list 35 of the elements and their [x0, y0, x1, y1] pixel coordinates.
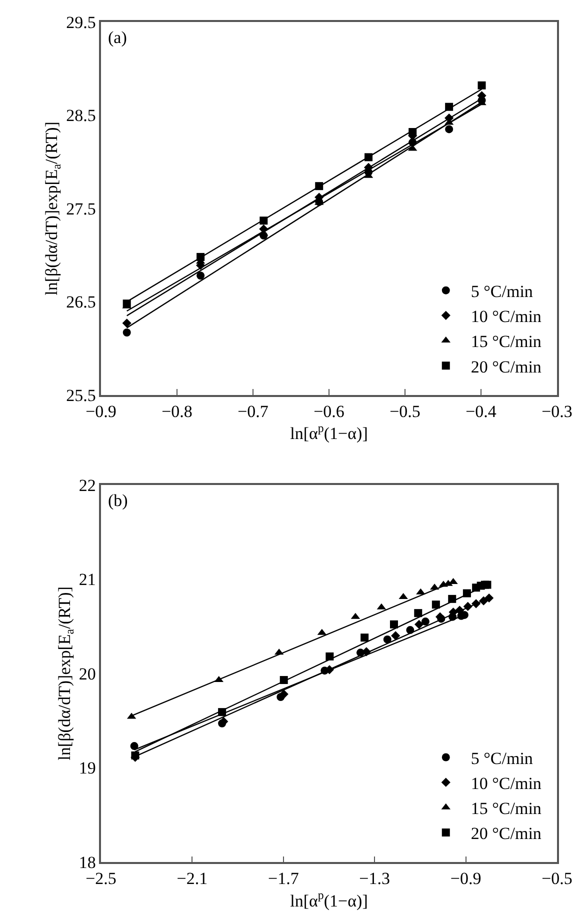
x-tick-label: −0.7 — [238, 402, 269, 422]
x-tick-label: −0.8 — [162, 402, 192, 422]
legend-label: 5 °C/min — [470, 282, 534, 301]
annotation: (a) — [108, 28, 127, 47]
y-tick-label: 21 — [78, 570, 96, 590]
x-tick-label: −0.5 — [542, 869, 572, 888]
x-tick-label: −0.3 — [542, 402, 572, 422]
y-tick-label: 22 — [78, 476, 96, 495]
legend-label: 20 °C/min — [470, 357, 542, 376]
y-tick-label: 20 — [78, 664, 96, 684]
legend-label: 10 °C/min — [470, 307, 542, 326]
annotation: (b) — [108, 491, 128, 510]
x-tick-label: −1.7 — [268, 869, 300, 888]
y-tick-label: 28.5 — [66, 106, 96, 126]
x-tick-label: −1.3 — [359, 869, 390, 888]
y-tick-label: 25.5 — [66, 386, 96, 405]
x-tick-label: −0.5 — [390, 402, 420, 422]
y-tick-label: 19 — [78, 758, 96, 778]
legend-label: 10 °C/min — [470, 774, 542, 793]
legend-label: 15 °C/min — [470, 332, 542, 352]
x-axis-title: ln[α$^{p}$(1−α)] — [290, 421, 368, 444]
x-tick-label: −0.9 — [450, 869, 482, 888]
y-tick-label: 27.5 — [66, 199, 96, 218]
x-tick-label: −2.5 — [86, 869, 116, 888]
x-tick-label: −0.4 — [466, 402, 497, 422]
legend-label: 5 °C/min — [470, 748, 534, 768]
legend-label: 20 °C/min — [470, 824, 542, 844]
y-tick-label: 18 — [78, 852, 96, 872]
x-tick-label: −0.9 — [86, 402, 116, 422]
x-tick-label: −2.1 — [176, 869, 208, 888]
x-tick-label: −0.6 — [314, 402, 344, 422]
x-axis-title: ln[α$^{p}$(1−α)] — [290, 888, 368, 910]
y-tick-label: 29.5 — [66, 12, 96, 32]
y-tick-label: 26.5 — [66, 292, 96, 312]
legend-label: 15 °C/min — [470, 799, 542, 818]
